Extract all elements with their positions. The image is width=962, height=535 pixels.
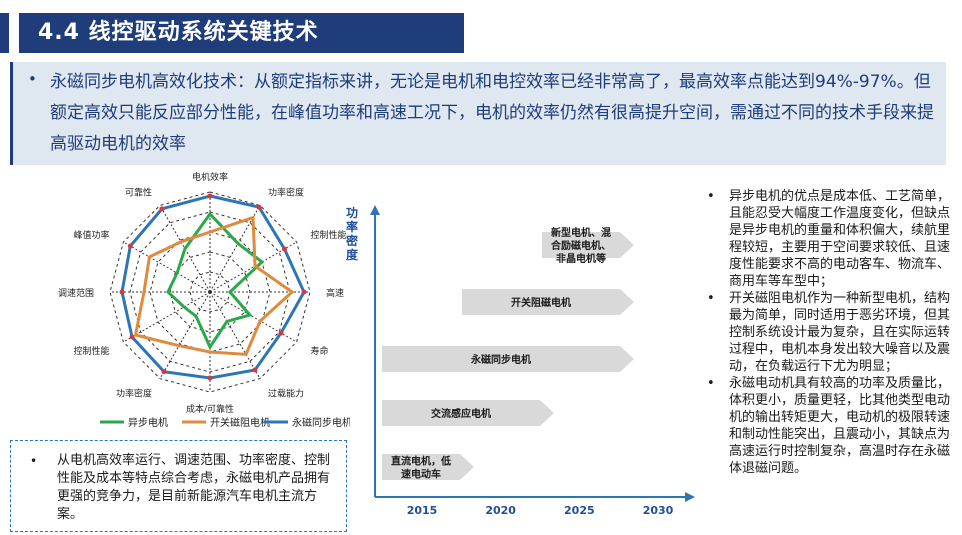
radar-axis-label: 调速范围 <box>58 287 94 299</box>
radar-point <box>207 193 213 199</box>
radar-spoke <box>159 291 211 379</box>
radar-spoke <box>209 205 261 293</box>
timeline-arrow-label: 速电动车 <box>401 468 441 481</box>
radar-axis-label: 电机效率 <box>192 172 228 183</box>
y-axis-label: 度 <box>346 247 359 262</box>
note-bullet: • <box>707 189 715 204</box>
conclusion-text: 从电机高效率运行、调速范围、功率密度、控制性能及成本等特点综合考虑，永磁电机产品… <box>57 453 331 522</box>
radar-point <box>278 330 284 336</box>
x-tick-label: 2020 <box>485 504 516 517</box>
summary-bullet: • <box>28 70 37 88</box>
radar-ring <box>109 191 311 393</box>
radar-legend: 异步电机 开关磁阻电机 永磁同步电机 <box>100 416 350 429</box>
timeline-arrow <box>462 289 634 315</box>
y-axis-label: 密 <box>346 233 358 248</box>
page-title: 4.4 线控驱动系统关键技术 <box>38 20 319 45</box>
radar-axis-label: 控制性能 <box>74 345 110 357</box>
timeline-arrow-label: 开关阻磁电机 <box>511 296 571 309</box>
motor-notes: • 异步电机的优点是成本低、工艺简单，且能忍受大幅度工作温度变化，但缺点是异步电机… <box>705 188 955 477</box>
summary-text: 永磁同步电机高效化技术：从额定指标来讲，无论是电机和电控效率已经非常高了，最高效… <box>50 72 934 154</box>
title-banner <box>19 13 464 53</box>
y-axis-arrow <box>370 205 380 215</box>
radar-point <box>159 206 165 212</box>
radar-series <box>119 193 307 381</box>
radar-point <box>281 246 287 252</box>
timeline-arrow <box>382 454 474 480</box>
conclusion-bullet: • <box>30 454 38 468</box>
radar-spoke <box>123 241 211 293</box>
radar-spoke <box>209 241 297 293</box>
radar-labels: 电机效率功率密度控制性能高速寿命过载能力成本/可靠性功率密度控制性能调速范围峰值… <box>58 172 346 415</box>
timeline-arrow <box>542 232 634 258</box>
radar-series-induction <box>166 211 265 351</box>
x-axis-arrow <box>685 492 695 502</box>
title-accent-bar <box>0 13 9 53</box>
radar-point <box>256 204 262 210</box>
radar-spoke <box>209 291 261 379</box>
radar-spoke <box>209 291 297 343</box>
note-pmsm: • 永磁电动机具有较高的功率及质量比，体积更小，质量更轻，比其他类型电动机的输出转… <box>705 375 955 477</box>
note-induction: • 异步电机的优点是成本低、工艺简单，且能忍受大幅度工作温度变化，但缺点是异步电机… <box>705 188 955 290</box>
note-text: 开关磁阻电机作为一种新型电机，结构最为简单，同时适用于恶劣环境，但其控制系统设计… <box>729 291 951 374</box>
x-tick-label: 2025 <box>564 504 595 517</box>
radar-axis-label: 成本/可靠性 <box>186 403 234 415</box>
note-srm: • 开关磁阻电机作为一种新型电机，结构最为简单，同时适用于恶劣环境，但其控制系统设… <box>705 290 955 375</box>
legend-label: 开关磁阻电机 <box>210 416 270 429</box>
summary-box <box>10 62 946 165</box>
radar-axis-label: 峰值功率 <box>74 229 110 241</box>
note-text: 永磁电动机具有较高的功率及质量比，体积更小，质量更轻，比其他类型电动机的输出转矩… <box>729 376 951 476</box>
radar-chart: 电机效率功率密度控制性能高速寿命过载能力成本/可靠性功率密度控制性能调速范围峰值… <box>58 172 350 429</box>
timeline-arrow <box>382 400 554 426</box>
timeline-arrow-label: 交流感应电机 <box>431 407 491 420</box>
legend-label: 异步电机 <box>128 416 168 429</box>
note-bullet: • <box>707 376 715 391</box>
x-tick-label: 2015 <box>407 504 438 517</box>
timeline-arrow-label: 新型电机、混 <box>551 226 611 239</box>
timeline-arrow-label: 非晶电机等 <box>556 252 606 265</box>
radar-point <box>129 334 135 340</box>
radar-axis-label: 功率密度 <box>116 387 152 399</box>
timeline-axes <box>370 205 695 502</box>
timeline-arrow-label: 永磁同步电机 <box>470 353 531 366</box>
radar-point <box>207 375 213 381</box>
conclusion-box <box>10 440 347 532</box>
radar-point <box>252 367 258 373</box>
radar-series-srm <box>133 215 295 356</box>
radar-point <box>161 369 167 375</box>
radar-axis-label: 可靠性 <box>125 187 152 199</box>
timeline-arrow-label: 直流电机，低 <box>391 455 451 468</box>
note-text: 异步电机的优点是成本低、工艺简单，且能忍受大幅度工作温度变化，但缺点是异步电机的… <box>729 189 951 289</box>
radar-point <box>127 243 133 249</box>
timeline-arrow-label: 合励磁电机、 <box>550 239 611 252</box>
radar-point <box>301 289 307 295</box>
radar-axis-label: 过载能力 <box>268 387 304 399</box>
radar-axis-label: 高速 <box>326 287 344 299</box>
radar-point <box>119 289 125 295</box>
y-axis-label: 率 <box>346 219 358 234</box>
x-tick-label: 2030 <box>643 504 674 517</box>
radar-axis-label: 控制性能 <box>310 229 346 241</box>
timeline-ylabel: 功率密度 <box>346 205 359 262</box>
timeline-arrow <box>382 346 634 372</box>
legend-label: 永磁同步电机 <box>292 416 350 429</box>
timeline-ticks: 2015 2020 2025 2030 <box>407 504 674 517</box>
note-bullet: • <box>707 291 715 306</box>
radar-grid <box>109 191 311 393</box>
radar-axis-label: 寿命 <box>310 345 328 357</box>
y-axis-label: 功 <box>346 205 358 220</box>
radar-spoke <box>123 291 211 343</box>
radar-axis-label: 功率密度 <box>268 187 304 199</box>
